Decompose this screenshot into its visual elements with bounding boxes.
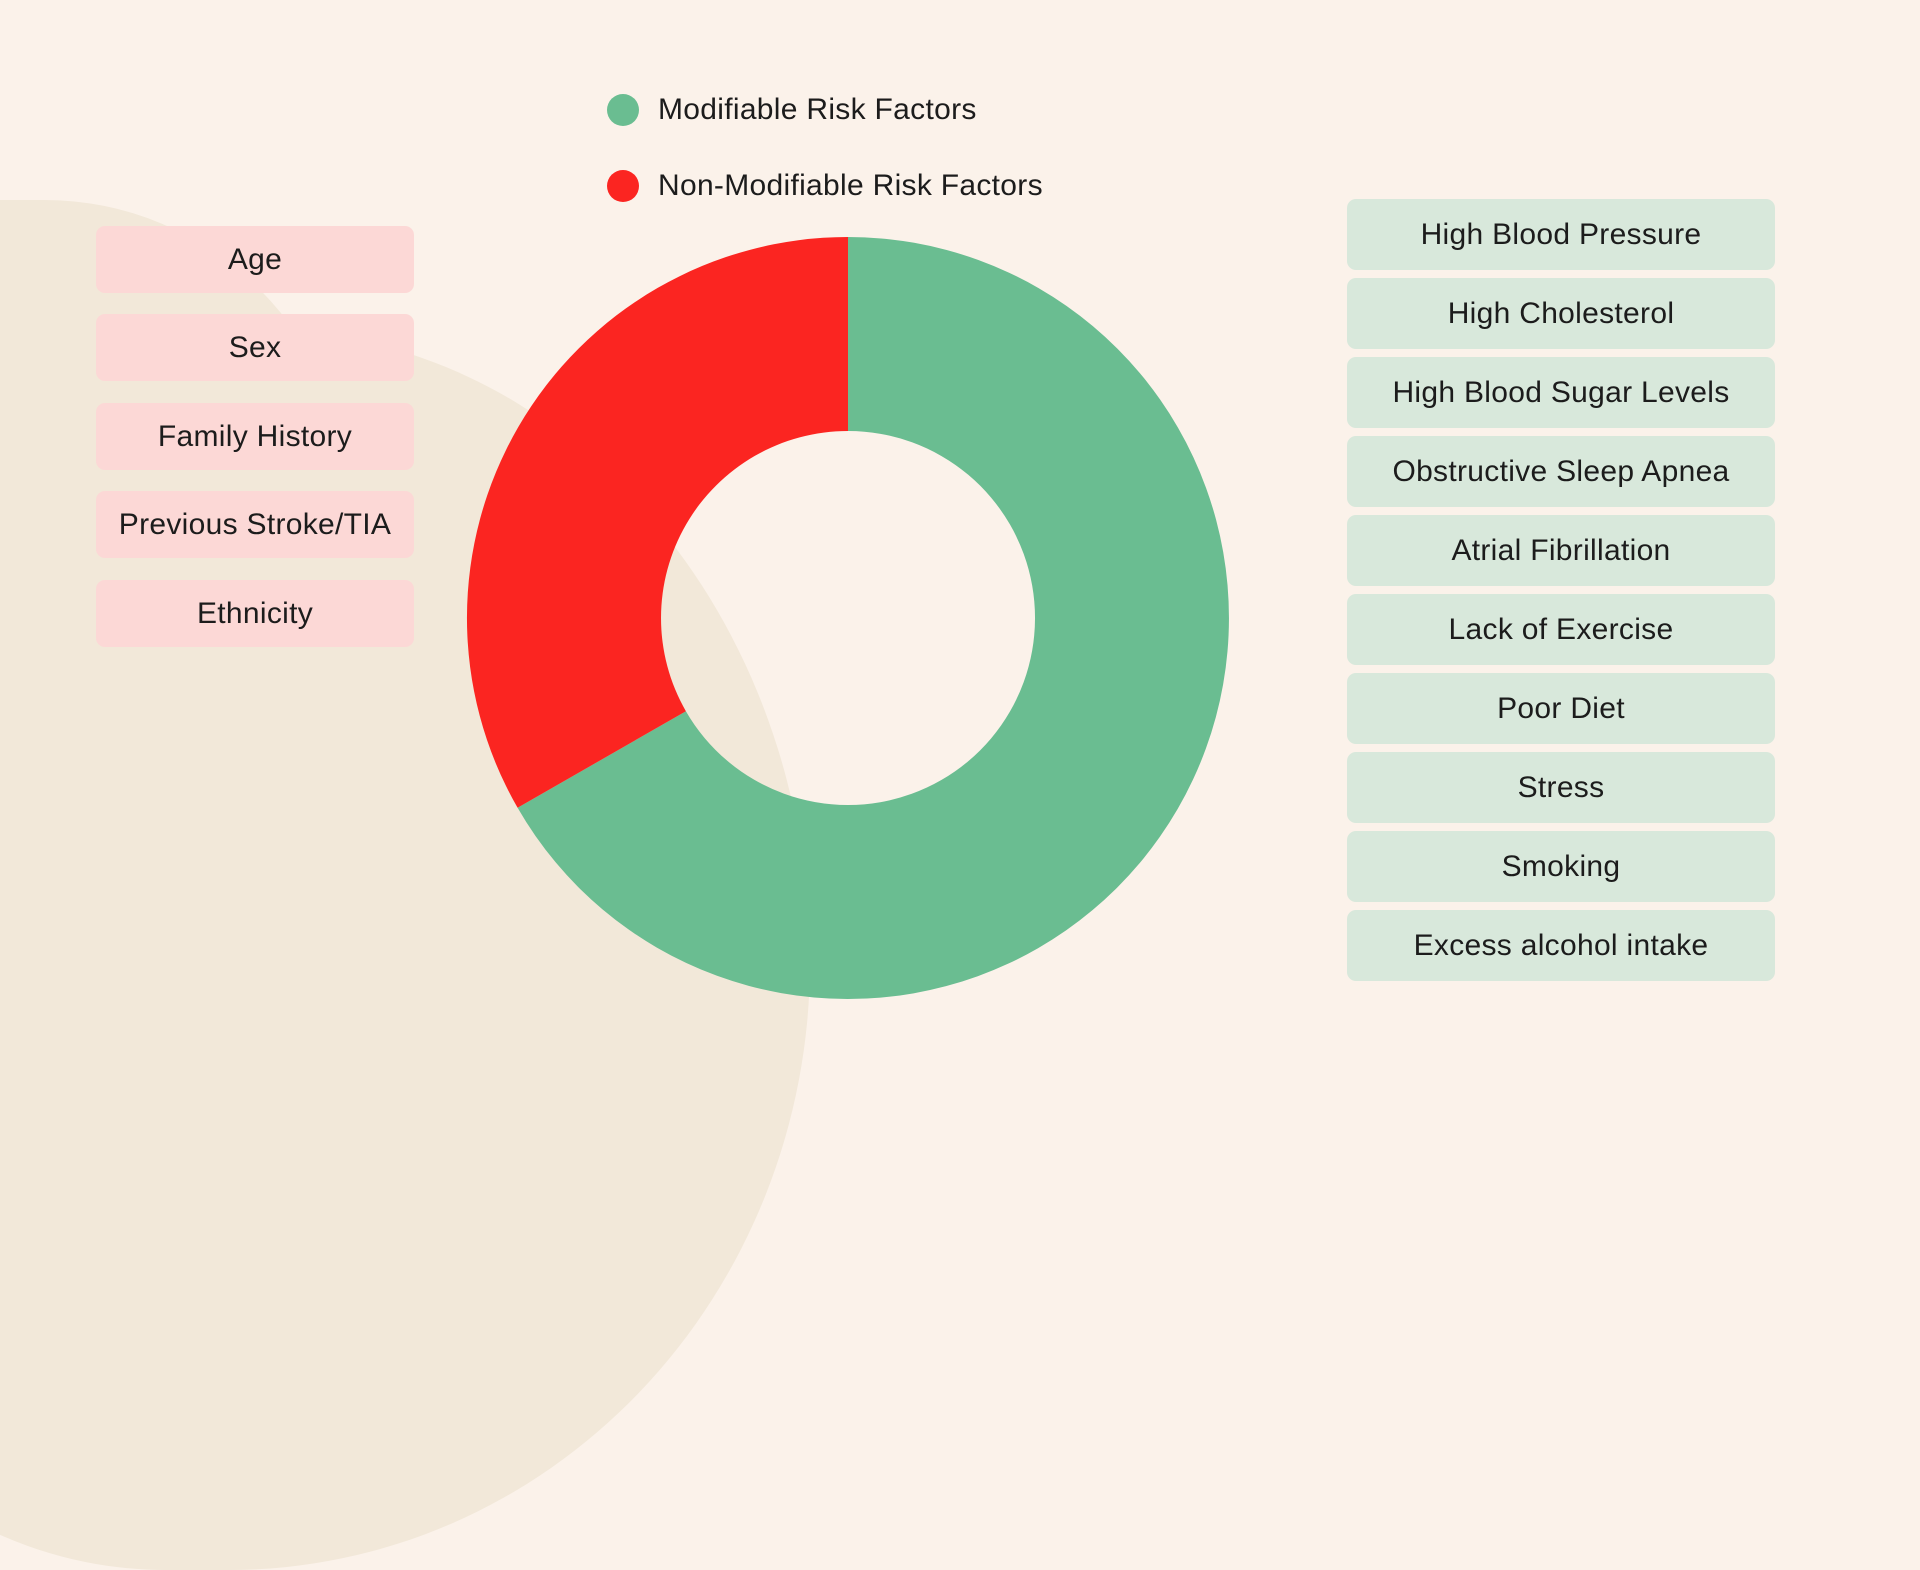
modifiable-factor: Excess alcohol intake bbox=[1347, 910, 1775, 981]
non-modifiable-factor: Ethnicity bbox=[96, 580, 414, 647]
modifiable-factor: Smoking bbox=[1347, 831, 1775, 902]
modifiable-factor: High Blood Pressure bbox=[1347, 199, 1775, 270]
non-modifiable-factor: Previous Stroke/TIA bbox=[96, 491, 414, 558]
legend-label: Non-Modifiable Risk Factors bbox=[658, 169, 1043, 202]
modifiable-factor: High Cholesterol bbox=[1347, 278, 1775, 349]
donut-segment-non-modifiable-risk-factors bbox=[466, 237, 848, 808]
non-modifiable-factor: Family History bbox=[96, 403, 414, 470]
legend-label: Modifiable Risk Factors bbox=[658, 93, 977, 126]
legend-item-modifiable: Modifiable Risk Factors bbox=[607, 93, 977, 126]
non-modifiable-factor: Sex bbox=[96, 314, 414, 381]
modifiable-factor: Atrial Fibrillation bbox=[1347, 515, 1775, 586]
modifiable-factor: Obstructive Sleep Apnea bbox=[1347, 436, 1775, 507]
donut-segment-modifiable-risk-factors bbox=[517, 237, 1229, 1000]
modifiable-factor: Poor Diet bbox=[1347, 673, 1775, 744]
legend-dot-green-icon bbox=[607, 94, 639, 126]
legend-item-non-modifiable: Non-Modifiable Risk Factors bbox=[607, 169, 1043, 202]
modifiable-factor: High Blood Sugar Levels bbox=[1347, 357, 1775, 428]
donut-chart bbox=[466, 237, 1229, 1000]
modifiable-factor: Stress bbox=[1347, 752, 1775, 823]
legend-dot-red-icon bbox=[607, 170, 639, 202]
non-modifiable-factor: Age bbox=[96, 226, 414, 293]
modifiable-factor: Lack of Exercise bbox=[1347, 594, 1775, 665]
